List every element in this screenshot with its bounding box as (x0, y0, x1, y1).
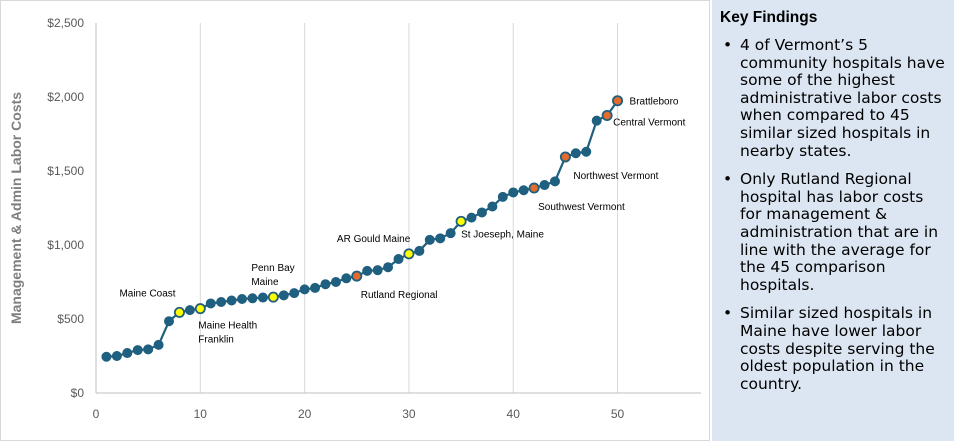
annotation-label: Maine Health (198, 321, 257, 332)
data-point (216, 296, 227, 307)
highlight-point (455, 215, 467, 227)
annotation-label: Maine (251, 277, 279, 288)
data-point (518, 185, 529, 196)
data-point (383, 262, 394, 273)
highlight-point (612, 95, 624, 107)
finding-item: • Similar sized hospitals in Maine have … (720, 304, 946, 393)
data-point (393, 254, 404, 265)
data-point (435, 233, 446, 244)
data-point (330, 276, 341, 287)
x-tick-label: 50 (611, 407, 625, 421)
data-point (341, 273, 352, 284)
data-point (278, 290, 289, 301)
annotation-label: Maine Coast (119, 288, 175, 299)
highlight-point (173, 306, 185, 318)
data-point (299, 284, 310, 295)
data-point (570, 148, 581, 159)
data-point (497, 191, 508, 202)
key-findings-list: • 4 of Vermont’s 5 community hospitals h… (720, 36, 946, 393)
annotation-label: AR Gould Maine (337, 234, 411, 245)
y-tick-label: $500 (57, 312, 84, 326)
data-point (466, 212, 477, 223)
x-tick-label: 20 (298, 407, 312, 421)
annotation-label: Franklin (198, 335, 234, 346)
x-tick-label: 10 (194, 407, 208, 421)
y-tick-label: $1,500 (47, 164, 84, 178)
x-tick-label: 30 (402, 407, 416, 421)
highlight-point (559, 151, 571, 163)
key-findings-title: Key Findings (720, 9, 818, 26)
data-point (237, 294, 248, 305)
y-tick-label: $2,000 (47, 90, 84, 104)
data-point (508, 187, 519, 198)
annotation-label: Southwest Vermont (538, 202, 625, 213)
data-point (310, 282, 321, 293)
data-point (111, 350, 122, 361)
data-point (143, 344, 154, 355)
bullet-icon: • (723, 36, 733, 54)
annotation-label: Brattleboro (630, 97, 679, 108)
data-point (153, 339, 164, 350)
y-tick-label: $1,000 (47, 238, 84, 252)
y-axis-label: Management & Admin Labor Costs (8, 92, 24, 324)
annotation-label: Rutland Regional (361, 290, 438, 301)
x-tick-label: 40 (507, 407, 521, 421)
annotation-label: Penn Bay (251, 263, 294, 274)
data-point (320, 279, 331, 290)
highlight-point (528, 182, 540, 194)
data-point (549, 176, 560, 187)
data-point (487, 201, 498, 212)
finding-text: Only Rutland Regional hospital has labor… (740, 170, 939, 294)
data-point (184, 305, 195, 316)
data-point (581, 146, 592, 157)
data-point (414, 245, 425, 256)
data-point (424, 234, 435, 245)
data-point (101, 351, 112, 362)
data-point (226, 295, 237, 306)
finding-item: • Only Rutland Regional hospital has lab… (720, 170, 946, 294)
data-point (257, 292, 268, 303)
highlight-point (403, 248, 415, 260)
highlight-point (351, 270, 363, 282)
data-point (372, 265, 383, 276)
annotation-label: Northwest Vermont (573, 171, 658, 182)
bullet-icon: • (723, 304, 733, 323)
finding-text: 4 of Vermont’s 5 community hospitals hav… (740, 36, 945, 160)
annotation-label: Central Vermont (613, 118, 685, 129)
line-chart: 0 10 20 30 40 50 $0 $500 $1,000 $1,500 $2,000 $2,50… (8, 16, 701, 421)
data-point (132, 345, 143, 356)
highlight-point (267, 291, 279, 303)
data-point (445, 228, 456, 239)
y-tick-label: $2,500 (47, 16, 84, 30)
y-tick-label: $0 (71, 386, 85, 400)
data-point (289, 288, 300, 299)
data-point (362, 265, 373, 276)
data-point (539, 180, 550, 191)
finding-item: • 4 of Vermont’s 5 community hospitals h… (720, 36, 946, 160)
x-tick-label: 0 (93, 407, 100, 421)
key-findings-panel: Key Findings • 4 of Vermont’s 5 communit… (712, 0, 954, 441)
data-point (164, 316, 175, 327)
annotation-label: St Joeseph, Maine (461, 229, 544, 240)
data-point (591, 115, 602, 126)
data-point (476, 207, 487, 218)
finding-text: Similar sized hospitals in Maine have lo… (740, 304, 935, 393)
highlight-point (601, 110, 613, 122)
chart-panel: 0 10 20 30 40 50 $0 $500 $1,000 $1,500 $2,000 $2,50… (0, 0, 710, 441)
data-point (122, 348, 133, 359)
data-point (205, 298, 216, 309)
data-point (247, 293, 258, 304)
highlight-point (194, 303, 206, 315)
bullet-icon: • (723, 170, 733, 189)
